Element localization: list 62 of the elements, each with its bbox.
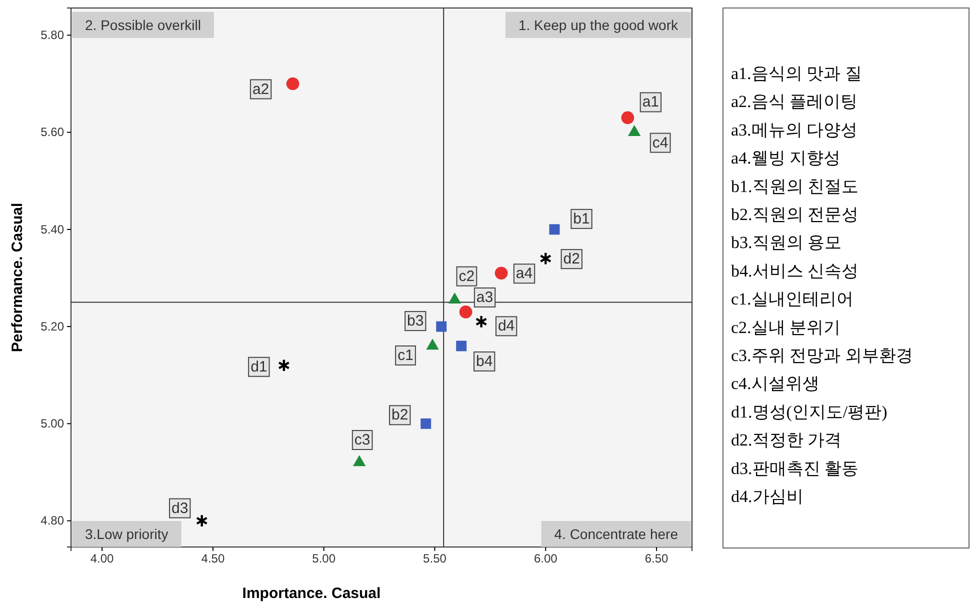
data-label: c2 [458,268,475,285]
x-tick-label: 5.50 [423,552,447,566]
text: b4.서비스 신속성 [731,261,858,280]
point [456,340,467,352]
data-label: a4 [516,265,533,282]
point [278,358,290,372]
y-axis-title: Performance. Casual [9,202,26,352]
point [475,314,488,328]
text: a1.음식의 맛과 질 [731,64,862,83]
text: b2.직원의 전문성 [731,205,858,224]
x-tick-label: 4.50 [201,552,225,566]
annotation: 2. Possible overkill [85,17,201,33]
annotation: 4. Concentrate here [554,526,678,542]
annotation: 3.Low priority [85,526,168,542]
text: b3.직원의 용모 [731,233,842,252]
data-label: a3 [476,288,494,306]
point [459,306,472,318]
y-tick-label: 5.20 [40,319,64,334]
text: a2.음식 플레이팅 [731,92,858,112]
text: d4.가심비 [731,487,804,506]
text: b1.직원의 친절도 [731,176,858,196]
data-label: c4 [652,134,668,152]
text: a4.웰빙 지향성 [731,148,841,168]
y-tick-label: 5.80 [40,28,64,42]
point [196,514,208,528]
data-label: b2 [392,406,408,424]
x-tick-label: 5.00 [312,552,336,566]
text: d2.적정한 가격 [731,430,842,450]
point [540,252,552,266]
data-label: a2 [252,80,270,98]
data-label: d3 [172,500,188,517]
x-tick-label: 4.00 [90,552,114,566]
y-tick-label: 5.00 [40,416,64,430]
point [436,321,447,332]
x-tick-label: 6.50 [644,552,669,566]
point [621,111,634,124]
annotation: 1. Keep up the good work [518,17,679,33]
data-label: d1 [250,358,268,376]
text: d3.판매촉진 활동 [731,458,858,478]
point [420,418,432,429]
data-label: d4 [498,318,515,335]
y-tick-label: 5.60 [40,125,64,140]
text: a3.메뉴의 다양성 [731,120,858,140]
data-label: c1 [398,346,414,364]
text: c1.실내인테리어 [731,290,854,309]
text: c2.실내 분위기 [731,318,841,337]
x-axis-title: Importance. Casual [242,585,381,602]
data-label: b4 [476,352,493,370]
point [286,77,300,90]
text: d1.명성(인지도/평판) [731,402,888,422]
data-label: d2 [563,250,580,268]
data-label: a1 [642,94,660,111]
text: c4.시설위생 [731,374,820,394]
data-label: b3 [407,312,424,330]
x-tick-label: 6.00 [534,552,558,566]
y-tick-label: 5.40 [40,222,64,236]
text: c3.주위 전망과 외부환경 [731,346,913,365]
y-tick-label: 4.80 [40,514,64,528]
data-label: b1 [573,210,590,228]
point [549,224,560,235]
point [494,266,508,280]
data-label: c3 [354,432,370,449]
